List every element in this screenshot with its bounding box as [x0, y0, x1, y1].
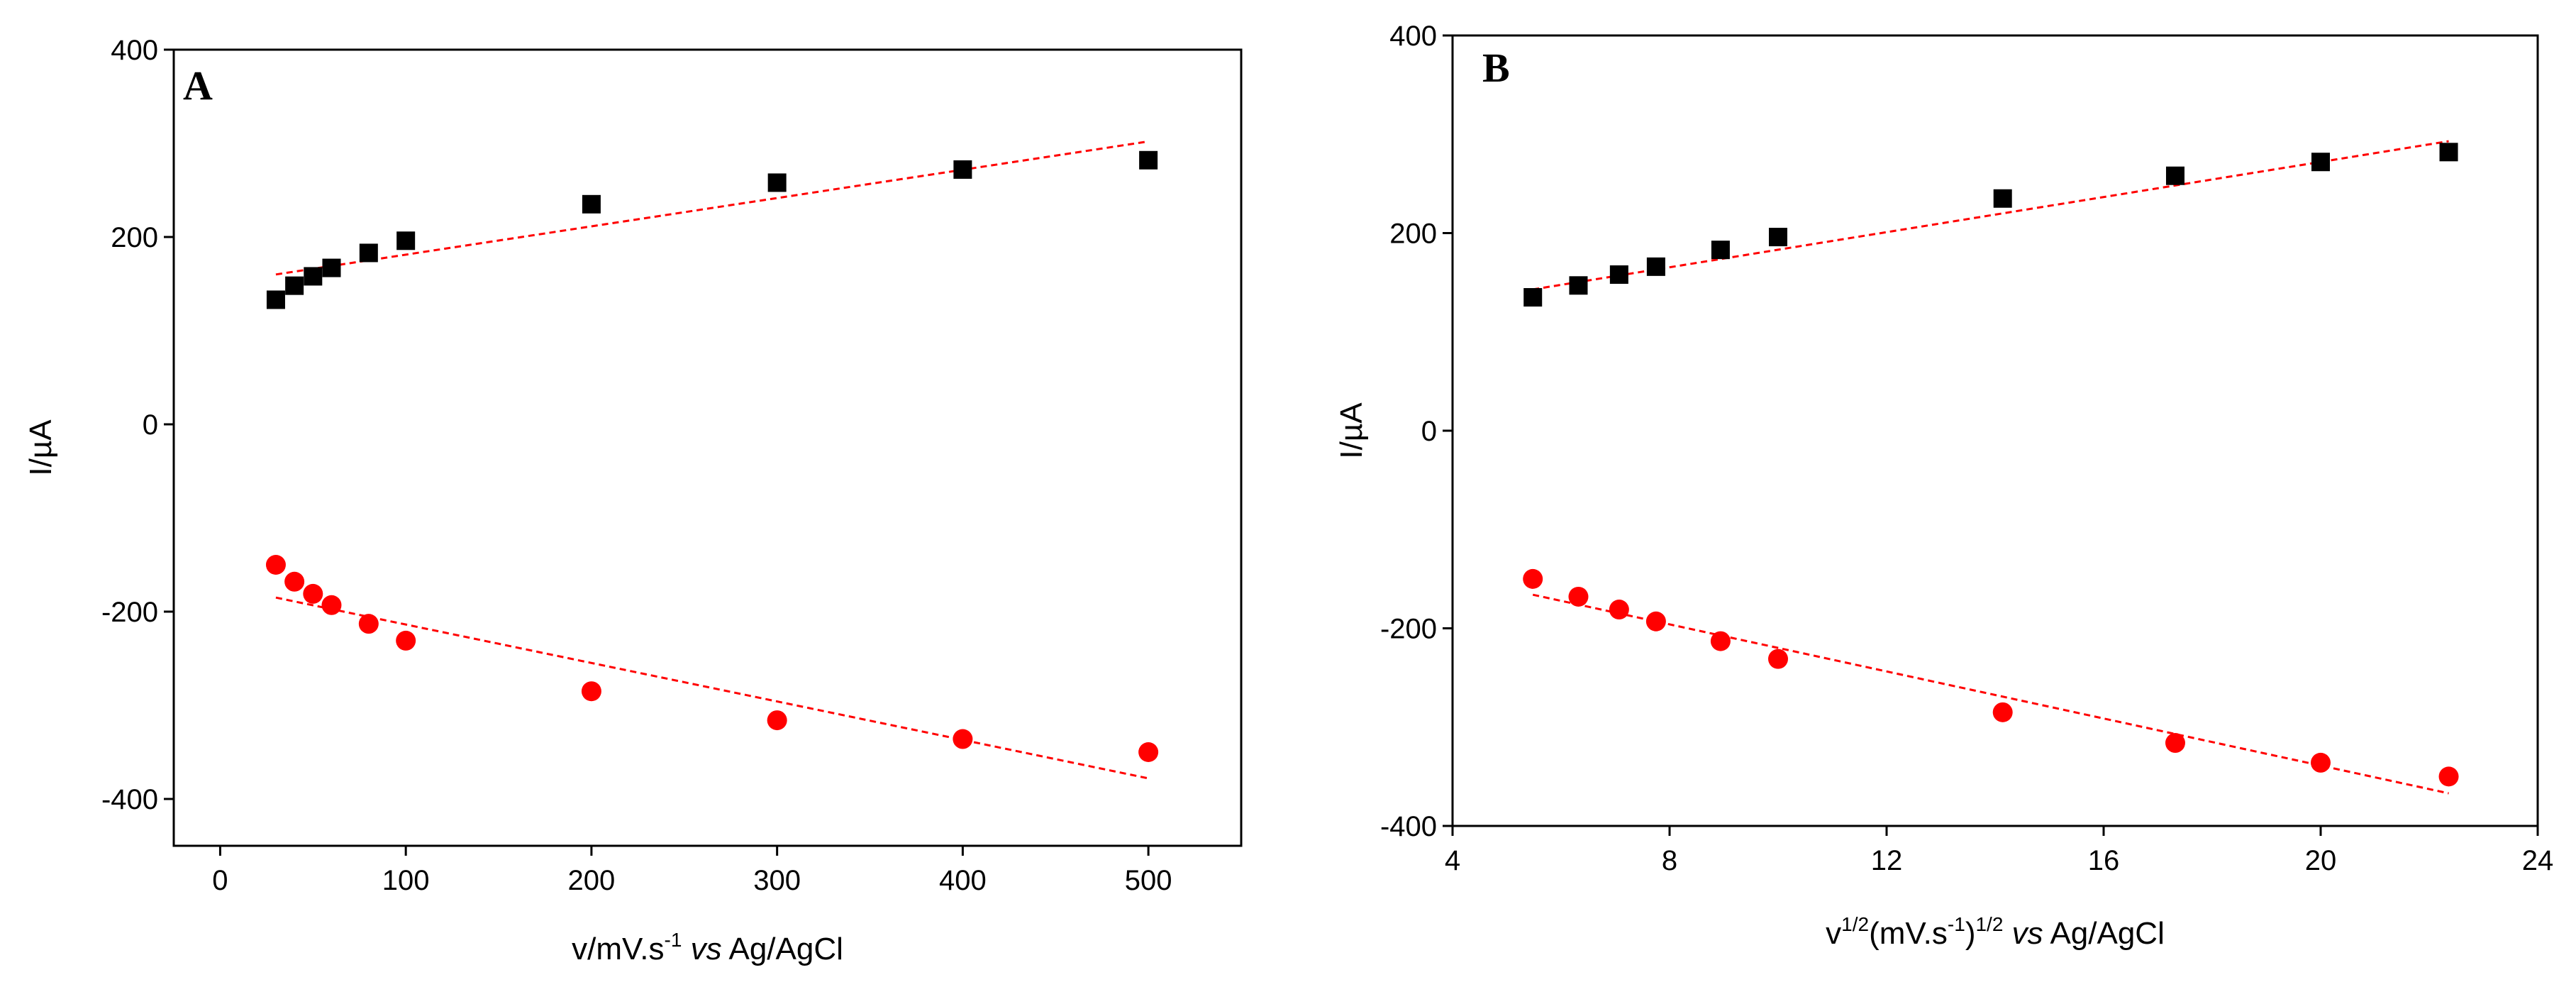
panel-b-cathodic-point: [1645, 611, 1666, 632]
panel-b-x-axis-title-part: vs: [2012, 916, 2043, 951]
panel-a-y-tick-label: 0: [143, 409, 158, 441]
panel-b-x-axis-title-part: Ag/AgCl: [2043, 916, 2165, 951]
panel-b-y-tick-label: -400: [1380, 811, 1437, 842]
panel-b-x-tick-label: 4: [1445, 845, 1460, 876]
panel-b-anodic-point: [2311, 153, 2330, 172]
panel-a-x-axis-title-part: Ag/AgCl: [722, 932, 843, 966]
panel-b-x-axis-title-part: 1/2: [1841, 913, 1869, 935]
panel-a-y-tick-label: -200: [101, 597, 158, 628]
panel-b-cathodic-point: [2438, 766, 2459, 787]
panel-b-x-tick-label: 8: [1662, 845, 1677, 876]
panel-a-anodic-point: [767, 173, 787, 192]
panel-b-x-tick-label: 24: [2522, 845, 2554, 876]
panel-a-y-axis-title: I/µA: [23, 419, 58, 476]
panel-a-cathodic-point: [284, 571, 305, 592]
panel-b-cathodic-point: [1768, 649, 1788, 669]
panel-a-cathodic-point: [953, 729, 973, 749]
panel-b-cathodic-point: [1568, 586, 1589, 607]
panel-a-x-tick-label: 200: [568, 865, 616, 896]
panel-a-cathodic-point: [303, 583, 323, 604]
chart-panel-b: 4 8 12 16 20 24-400-2000200400BI/µAv1/2(mV.s-…: [1334, 21, 2553, 951]
panel-a-anodic-fit-line: [275, 140, 1149, 276]
panel-b-x-axis-title-part: [2003, 916, 2011, 951]
panel-a-x-tick-label: 500: [1125, 865, 1172, 896]
panel-a-x-axis-title-part: v/mV.s: [572, 932, 664, 966]
panel-b-anodic-point: [1646, 257, 1665, 276]
panel-a-anodic-point: [359, 243, 378, 263]
panel-a-cathodic-point: [767, 710, 787, 731]
panel-a-x-axis-title-part: [682, 932, 690, 966]
panel-a-cathodic-point: [358, 614, 379, 634]
panel-a-cathodic-fit-line: [275, 596, 1149, 780]
panel-b-anodic-point: [1569, 276, 1588, 295]
panel-b-x-axis-title: v1/2(mV.s-1)1/2 vs Ag/AgCl: [1826, 913, 2165, 951]
panel-b-x-axis-title-part: 1/2: [1975, 913, 2003, 935]
panel-a-anodic-point: [1139, 150, 1158, 170]
panel-b-y-tick-label: -200: [1380, 614, 1437, 645]
panel-b-anodic-point: [1711, 241, 1730, 260]
panel-a-x-axis-title: v/mV.s-1 vs Ag/AgCl: [572, 929, 843, 966]
panel-b-y-tick-label: 0: [1421, 416, 1437, 447]
panel-b-anodic-point: [2165, 166, 2184, 185]
panel-b-anodic-point: [1523, 288, 1543, 307]
panel-a-x-axis-title-part: vs: [691, 932, 722, 966]
panel-a-cathodic-point: [581, 681, 601, 702]
panel-a-cathodic-point: [265, 555, 286, 575]
panel-b-anodic-point: [1993, 189, 2012, 208]
panel-b-y-axis-title: I/µA: [1334, 402, 1369, 459]
panel-b-y-tick-label: 200: [1389, 219, 1437, 250]
panel-a-anodic-point: [396, 231, 416, 250]
panel-b-cathodic-point: [1710, 631, 1731, 651]
panel-b-letter: B: [1482, 45, 1510, 91]
panel-a-y-tick-label: 400: [111, 35, 158, 66]
panel-a-anodic-point: [322, 258, 341, 277]
panel-a-anodic-point: [304, 267, 323, 286]
panel-a-x-tick-label: 100: [382, 865, 430, 896]
panel-b-y-tick-label: 400: [1389, 21, 1437, 52]
panel-b-anodic-point: [1609, 265, 1628, 284]
panel-a-plot-frame: [172, 48, 1243, 847]
panel-a-anodic-point: [953, 160, 972, 179]
panel-b-x-axis-title-part: (mV.s: [1869, 916, 1948, 951]
panel-b-cathodic-point: [2165, 733, 2185, 754]
panel-b-anodic-point: [1769, 228, 1787, 247]
panel-a-x-tick-label: 400: [939, 865, 987, 896]
panel-b-x-axis-title-part: -1: [1948, 913, 1965, 935]
panel-a-x-axis-title-part: -1: [665, 929, 682, 951]
panel-b-cathodic-fit-line: [1532, 593, 2449, 795]
panel-a-cathodic-point: [396, 630, 416, 651]
panel-a-y-tick-label: -400: [101, 784, 158, 815]
panel-b-cathodic-point: [1992, 702, 2013, 722]
panel-b-x-tick-label: 12: [1871, 845, 1903, 876]
panel-a-anodic-point: [582, 194, 601, 214]
panel-b-cathodic-point: [2311, 752, 2331, 773]
panel-a-letter: A: [183, 62, 213, 109]
panel-a-cathodic-point: [1138, 742, 1159, 762]
panel-b-x-tick-label: 20: [2305, 845, 2337, 876]
panel-b-anodic-point: [2439, 143, 2458, 162]
panel-a-cathodic-point: [321, 595, 342, 615]
panel-a-x-tick-label: 300: [753, 865, 801, 896]
panel-b-cathodic-point: [1523, 568, 1543, 589]
panel-b-anodic-fit-line: [1532, 140, 2449, 291]
panel-b-x-tick-label: 16: [2088, 845, 2120, 876]
panel-a-anodic-point: [266, 290, 285, 309]
panel-b-x-axis-title-part: ): [1965, 916, 1976, 951]
panel-a-y-tick-label: 200: [111, 222, 158, 253]
panel-a-x-tick-label: 0: [212, 865, 228, 896]
chart-panel-a: 0 100 200 300 400 500 -400 -200 0 200 400 A I/µA v/mV…: [23, 35, 1243, 966]
panel-a-anodic-point: [285, 276, 304, 295]
panel-b-x-axis-title-part: v: [1826, 916, 1841, 951]
panel-b-cathodic-point: [1609, 600, 1629, 620]
